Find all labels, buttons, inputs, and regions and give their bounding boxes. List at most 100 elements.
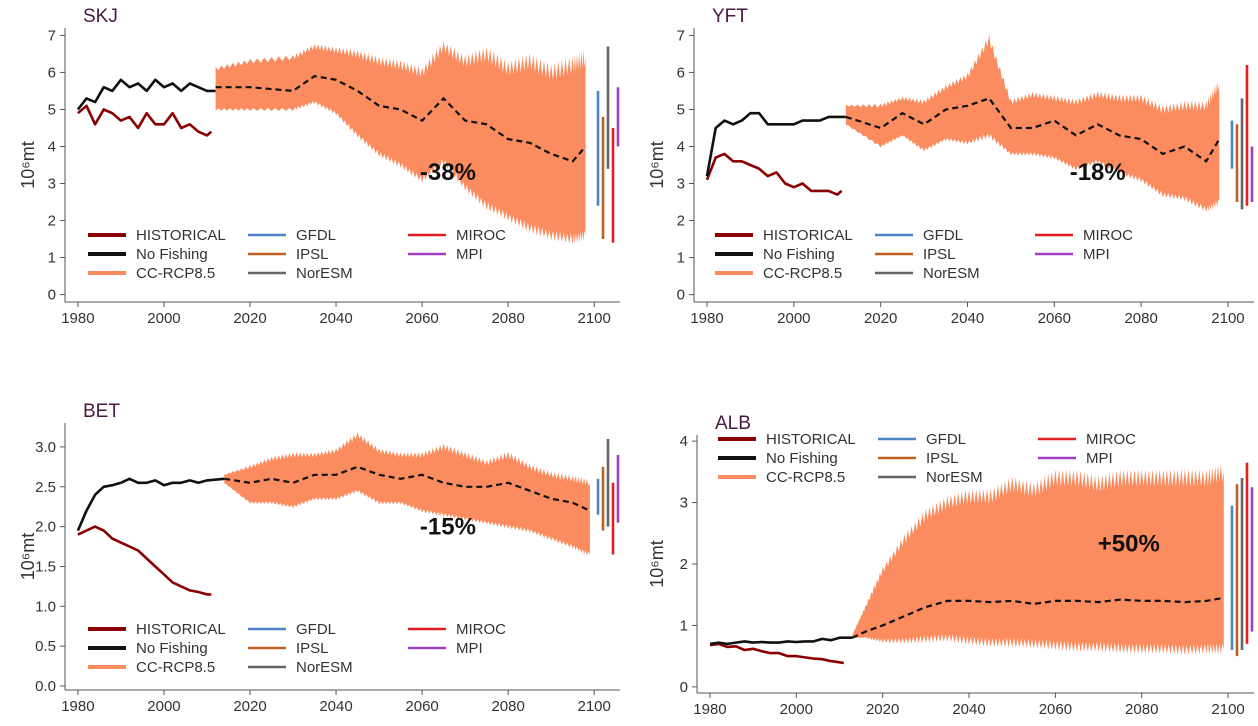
x-tick-label: 2040 (952, 701, 985, 718)
x-tick-label: 2100 (577, 698, 610, 715)
x-tick-label: 2000 (777, 310, 810, 327)
x-tick-label: 2020 (233, 310, 266, 327)
y-tick-label: 2.5 (35, 479, 56, 496)
legend-label-ipsl: IPSL (296, 640, 329, 657)
legend-label-noresm: NorESM (296, 659, 353, 676)
legend-label-historical: HISTORICAL (136, 621, 226, 638)
y-tick-label: 6 (48, 64, 56, 81)
cc-rcp85-band (845, 34, 1220, 213)
change-annotation: -18% (1070, 159, 1126, 186)
x-tick-label: 2000 (780, 701, 813, 718)
y-tick-label: 6 (677, 64, 685, 81)
legend-label-cc: CC-RCP8.5 (136, 265, 215, 282)
legend-label-miroc: MIROC (1086, 431, 1136, 448)
legend-label-cc: CC-RCP8.5 (763, 265, 842, 282)
y-tick-label: 3 (677, 176, 685, 193)
y-tick-label: 4 (48, 138, 56, 155)
legend-label-mpi: MPI (1086, 450, 1113, 467)
legend-label-gfdl: GFDL (926, 431, 966, 448)
y-tick-label: 0 (680, 679, 688, 696)
x-tick-label: 2060 (1039, 701, 1072, 718)
y-tick-label: 0 (677, 287, 685, 304)
y-tick-label: 3 (48, 176, 56, 193)
x-tick-label: 2020 (233, 698, 266, 715)
no-fishing-line (705, 111, 846, 177)
y-tick-label: 5 (677, 101, 685, 118)
y-tick-label: 7 (677, 27, 685, 44)
no-fishing-line (709, 636, 853, 646)
legend-label-noresm: NorESM (923, 265, 980, 282)
chart-svg-alb: 0 1 2 3 4 1980 2000 2020 2040 2060 2080 2100 10⁶mt AL… (647, 413, 1254, 718)
legend-label-ipsl: IPSL (926, 450, 959, 467)
no-fishing-line (76, 477, 225, 532)
cc-rcp85-mean-line (215, 74, 587, 163)
x-tick-label: 2080 (1125, 701, 1158, 718)
y-tick-label: 1 (677, 250, 685, 267)
y-tick-label: 3.0 (35, 439, 56, 456)
chart-panel-bet: 0.0 0.5 1.0 1.5 2.0 2.5 3.0 1980 2000 2020 2040 206… (0, 363, 629, 726)
change-annotation: +50% (1098, 531, 1160, 558)
chart-svg-yft: 0 1 2 3 4 5 6 7 1980 2000 2020 2040 2060 2080 2100 10⁶m… (647, 6, 1254, 327)
historical-line (77, 104, 213, 137)
legend-label-historical: HISTORICAL (136, 227, 226, 244)
y-tick-label: 4 (677, 138, 685, 155)
x-tick-label: 2060 (405, 310, 438, 327)
chart-svg-bet: 0.0 0.5 1.0 1.5 2.0 2.5 3.0 1980 2000 2020 2040 206… (18, 401, 620, 715)
y-tick-label: 0.0 (35, 678, 56, 695)
chart-panel-alb: 0 1 2 3 4 1980 2000 2020 2040 2060 2080 2100 10⁶mt AL… (629, 363, 1258, 726)
chart-svg-skj: 0 1 2 3 4 5 6 7 1980 2000 2020 2040 2060 2080 2100 10⁶m… (18, 6, 620, 327)
x-tick-label: 2100 (1211, 701, 1244, 718)
historical-line (705, 152, 843, 196)
y-tick-label: 4 (680, 433, 688, 450)
y-tick-label: 1.0 (35, 598, 56, 615)
y-axis-label: 10⁶mt (18, 533, 38, 580)
y-tick-label: 2 (680, 556, 688, 573)
y-tick-label: 0.5 (35, 638, 56, 655)
cc-rcp85-band (215, 40, 586, 245)
legend-label-no_fishing: No Fishing (766, 450, 838, 467)
cc-rcp85-mean-line (845, 97, 1221, 163)
legend-label-mpi: MPI (1083, 246, 1110, 263)
y-axis-label: 10⁶mt (18, 141, 38, 188)
legend-label-mpi: MPI (456, 640, 483, 657)
chart-title-alb: ALB (715, 413, 751, 434)
y-tick-label: 0 (48, 287, 56, 304)
no-fishing-line (76, 78, 216, 111)
legend-label-miroc: MIROC (1083, 227, 1133, 244)
legend-label-noresm: NorESM (926, 469, 983, 486)
y-tick-label: 1 (680, 617, 688, 634)
legend-label-historical: HISTORICAL (766, 431, 856, 448)
legend-label-cc: CC-RCP8.5 (766, 469, 845, 486)
y-tick-label: 3 (680, 495, 688, 512)
legend-label-historical: HISTORICAL (763, 227, 853, 244)
x-tick-label: 2080 (491, 310, 524, 327)
x-tick-label: 2040 (319, 698, 352, 715)
legend-label-miroc: MIROC (456, 227, 506, 244)
historical-line (77, 525, 212, 596)
legend-label-no_fishing: No Fishing (763, 246, 835, 263)
y-tick-label: 2.0 (35, 519, 56, 536)
x-tick-label: 2000 (147, 698, 180, 715)
cc-rcp85-mean-line (224, 465, 591, 512)
legend-label-gfdl: GFDL (296, 621, 336, 638)
x-tick-label: 1980 (690, 310, 723, 327)
y-axis-label: 10⁶mt (647, 540, 667, 587)
legend-label-gfdl: GFDL (296, 227, 336, 244)
x-tick-label: 2060 (1038, 310, 1071, 327)
x-tick-label: 2000 (147, 310, 180, 327)
y-tick-label: 2 (48, 213, 56, 230)
x-tick-label: 2020 (864, 310, 897, 327)
legend-label-cc: CC-RCP8.5 (136, 659, 215, 676)
chart-panel-skj: 0 1 2 3 4 5 6 7 1980 2000 2020 2040 2060 2080 2100 10⁶m… (0, 0, 629, 363)
legend-label-ipsl: IPSL (296, 246, 329, 263)
historical-line (709, 642, 844, 665)
legend-label-ipsl: IPSL (923, 246, 956, 263)
legend-label-mpi: MPI (456, 246, 483, 263)
x-tick-label: 1980 (693, 701, 726, 718)
x-tick-label: 2040 (319, 310, 352, 327)
x-tick-label: 2080 (1124, 310, 1157, 327)
cc-rcp85-band (224, 432, 590, 556)
cc-rcp85-band (852, 464, 1224, 656)
x-tick-label: 2080 (491, 698, 524, 715)
y-axis-label: 10⁶mt (647, 141, 667, 188)
